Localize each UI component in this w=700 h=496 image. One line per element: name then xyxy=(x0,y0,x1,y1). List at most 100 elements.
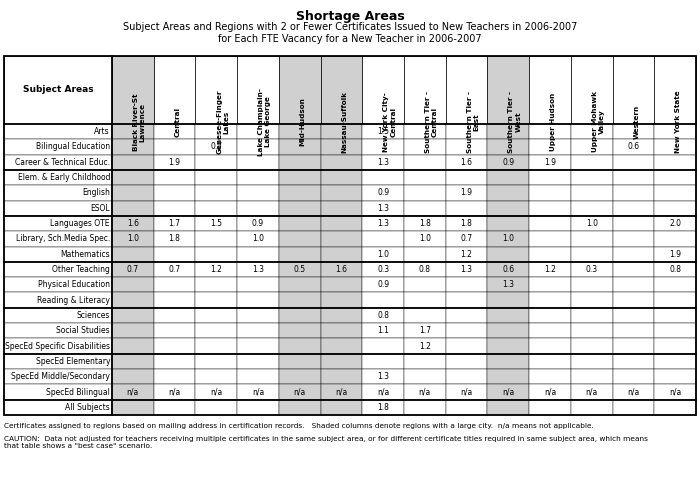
Bar xyxy=(529,262,571,277)
Bar xyxy=(404,247,446,262)
Bar xyxy=(154,308,195,323)
Bar xyxy=(321,384,363,400)
Text: 1.7: 1.7 xyxy=(169,219,181,228)
Bar xyxy=(529,216,571,231)
Bar xyxy=(487,155,529,170)
Bar xyxy=(654,247,696,262)
Bar xyxy=(654,293,696,308)
Text: 1.0: 1.0 xyxy=(586,219,598,228)
Bar xyxy=(487,247,529,262)
Bar xyxy=(612,354,654,369)
Bar xyxy=(571,293,612,308)
Bar xyxy=(237,400,279,415)
Bar xyxy=(363,170,404,186)
Bar xyxy=(195,124,237,139)
Bar xyxy=(571,247,612,262)
Bar xyxy=(529,354,571,369)
Text: 0.6: 0.6 xyxy=(627,142,640,151)
Bar xyxy=(363,155,404,170)
Bar xyxy=(154,186,195,200)
Bar xyxy=(571,323,612,338)
Bar xyxy=(321,231,363,247)
Bar xyxy=(321,56,363,415)
Bar xyxy=(4,56,112,124)
Text: n/a: n/a xyxy=(335,387,348,396)
Bar xyxy=(321,262,363,277)
Bar xyxy=(112,400,154,415)
Bar xyxy=(279,308,321,323)
Bar xyxy=(321,354,363,369)
Bar xyxy=(237,231,279,247)
Text: 1.3: 1.3 xyxy=(377,372,389,381)
Bar xyxy=(195,323,237,338)
Text: CAUTION:  Data not adjusted for teachers receiving multiple certificates in the : CAUTION: Data not adjusted for teachers … xyxy=(4,436,648,449)
Bar xyxy=(237,323,279,338)
Text: SpecEd Elementary: SpecEd Elementary xyxy=(36,357,110,366)
Bar xyxy=(654,354,696,369)
Bar xyxy=(446,216,487,231)
Bar xyxy=(612,200,654,216)
Text: 1.0: 1.0 xyxy=(377,249,389,259)
Bar xyxy=(112,200,154,216)
Bar xyxy=(112,124,154,139)
Bar xyxy=(237,247,279,262)
Text: Languages OTE: Languages OTE xyxy=(50,219,110,228)
Text: 1.8: 1.8 xyxy=(377,403,389,412)
Bar xyxy=(4,170,112,186)
Bar xyxy=(363,231,404,247)
Bar xyxy=(321,186,363,200)
Bar xyxy=(279,124,321,139)
Text: 0.9: 0.9 xyxy=(377,188,389,197)
Text: 1.2: 1.2 xyxy=(419,342,430,351)
Bar xyxy=(446,247,487,262)
Bar xyxy=(363,216,404,231)
Bar xyxy=(4,262,112,277)
Bar xyxy=(446,231,487,247)
Bar xyxy=(4,200,112,216)
Text: 2.0: 2.0 xyxy=(669,219,681,228)
Bar xyxy=(654,323,696,338)
Bar xyxy=(529,247,571,262)
Bar xyxy=(571,139,612,155)
Bar xyxy=(4,384,112,400)
Text: Reading & Literacy: Reading & Literacy xyxy=(37,296,110,305)
Text: 1.5: 1.5 xyxy=(377,127,389,136)
Bar xyxy=(195,400,237,415)
Bar xyxy=(279,323,321,338)
Text: n/a: n/a xyxy=(627,387,640,396)
Text: n/a: n/a xyxy=(169,387,181,396)
Bar xyxy=(487,277,529,293)
Bar xyxy=(279,139,321,155)
Bar xyxy=(195,200,237,216)
Text: Social Studies: Social Studies xyxy=(57,326,110,335)
Bar xyxy=(404,384,446,400)
Bar xyxy=(571,170,612,186)
Bar xyxy=(154,323,195,338)
Bar xyxy=(279,231,321,247)
Bar xyxy=(404,338,446,354)
Text: Bilingual Education: Bilingual Education xyxy=(36,142,110,151)
Bar xyxy=(446,262,487,277)
Bar xyxy=(404,277,446,293)
Bar xyxy=(321,139,363,155)
Bar xyxy=(237,293,279,308)
Bar xyxy=(571,155,612,170)
Bar xyxy=(529,338,571,354)
Text: 1.3: 1.3 xyxy=(377,204,389,213)
Bar xyxy=(4,323,112,338)
Bar xyxy=(654,308,696,323)
Text: 0.6: 0.6 xyxy=(502,265,514,274)
Bar xyxy=(237,384,279,400)
Bar xyxy=(195,247,237,262)
Bar xyxy=(571,56,612,124)
Bar xyxy=(154,56,195,124)
Bar xyxy=(4,155,112,170)
Bar xyxy=(363,369,404,384)
Bar xyxy=(279,56,321,415)
Bar xyxy=(154,200,195,216)
Bar xyxy=(654,200,696,216)
Bar xyxy=(363,277,404,293)
Bar xyxy=(446,323,487,338)
Bar xyxy=(237,338,279,354)
Bar xyxy=(237,139,279,155)
